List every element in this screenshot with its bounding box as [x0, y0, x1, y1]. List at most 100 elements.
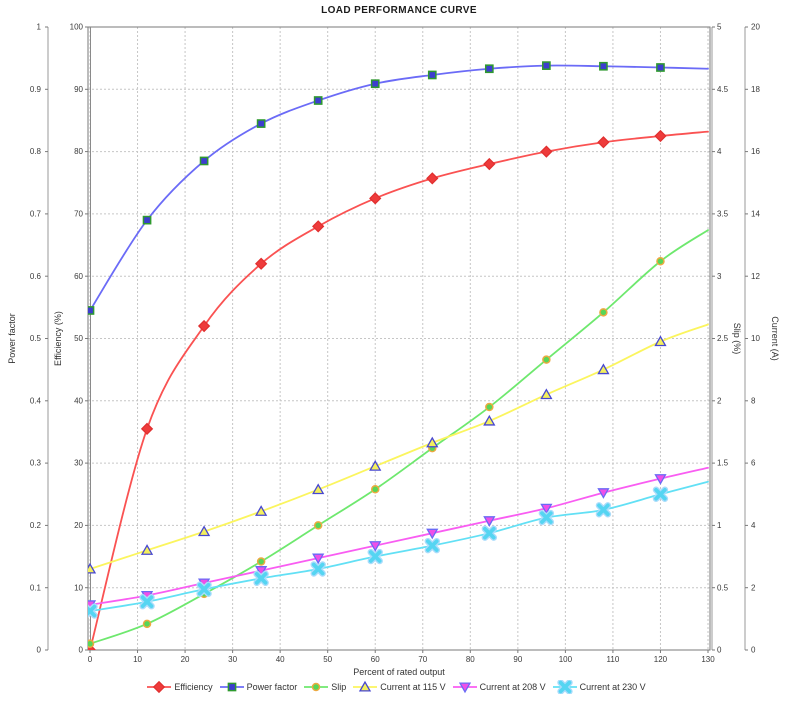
diamond-legend-icon — [147, 680, 172, 694]
series-line-current-at-230-v — [89, 480, 709, 612]
legend-item-current-at-115-v: Current at 115 V — [353, 680, 446, 694]
tick-label: 8 — [751, 396, 756, 405]
legend-item-current-at-230-v: Current at 230 V — [552, 680, 646, 694]
tick-label: 0.7 — [30, 210, 42, 219]
series-current-at-115-v — [88, 323, 709, 574]
tick-label: 90 — [74, 85, 83, 94]
tick-label: 0.3 — [30, 459, 42, 468]
tick-label: 0.5 — [717, 583, 729, 592]
tick-label: 0.8 — [30, 147, 42, 156]
tick-label: 10 — [133, 655, 142, 664]
tick-label: 20 — [751, 23, 760, 32]
legend-item-efficiency: Efficiency — [147, 680, 213, 694]
series-line-power-factor — [89, 64, 709, 312]
tick-label: 50 — [74, 334, 83, 343]
tick-label: 0 — [717, 646, 722, 655]
tick-label: 12 — [751, 272, 760, 281]
tick-label: 0 — [751, 646, 756, 655]
legend-label: Efficiency — [174, 682, 213, 692]
tick-label: 60 — [74, 272, 83, 281]
circle-legend-icon — [304, 682, 329, 692]
tick-label: 6 — [751, 459, 756, 468]
legend-label: Current at 115 V — [380, 682, 446, 692]
tick-label: 0 — [79, 646, 84, 655]
tick-label: 0.9 — [30, 85, 42, 94]
tick-label: 0.4 — [30, 396, 42, 405]
tick-label: 0 — [88, 655, 93, 664]
x-cross-legend-icon — [552, 680, 577, 694]
tick-label: 10 — [751, 334, 760, 343]
tick-label: 70 — [418, 655, 427, 664]
tick-label: 2 — [717, 396, 722, 405]
series-efficiency — [88, 129, 709, 650]
x-axis: 0 10 20 30 40 50 60 70 80 90 100 110 120 130 Percent o… — [88, 650, 715, 677]
tick-label: 80 — [466, 655, 475, 664]
series-line-slip — [89, 229, 709, 645]
series-layer — [88, 61, 709, 650]
tick-label: 16 — [751, 147, 760, 156]
gridlines — [88, 26, 710, 651]
legend-item-current-at-208-v: Current at 208 V — [452, 680, 546, 694]
legend-label: Slip — [331, 682, 347, 692]
tick-label: 130 — [701, 655, 715, 664]
series-current-at-230-v — [88, 480, 709, 619]
tick-label: 1 — [37, 23, 42, 32]
series-line-current-at-208-v — [89, 466, 709, 606]
axis-power-factor: 0 0.1 0.2 0.3 0.4 0.5 0.6 0.7 0.8 0.9 1 Power facto… — [7, 23, 49, 655]
tick-label: 100 — [559, 655, 573, 664]
square-legend-icon — [219, 682, 244, 692]
tick-label: 4 — [717, 147, 722, 156]
tick-label: 100 — [70, 23, 84, 32]
chart-legend: Efficiency Power factor Slip Current at 115… — [0, 680, 793, 694]
axis-efficiency: 0 10 20 30 40 50 60 70 80 90 100 Efficiency (%) — [53, 23, 88, 655]
y-axes: 0 0.1 0.2 0.3 0.4 0.5 0.6 0.7 0.8 0.9 1 Power facto… — [7, 23, 780, 655]
legend-label: Power factor — [246, 682, 298, 692]
series-power-factor — [88, 61, 709, 315]
tick-label: 50 — [323, 655, 332, 664]
legend-item-power-factor: Power factor — [219, 680, 298, 694]
tick-label: 0 — [37, 646, 42, 655]
axis-title-efficiency: Efficiency (%) — [53, 311, 63, 366]
tick-label: 70 — [74, 210, 83, 219]
x-axis-title: Percent of rated output — [353, 667, 445, 677]
legend-item-slip: Slip — [304, 680, 346, 694]
tick-label: 80 — [74, 147, 83, 156]
series-current-at-208-v — [88, 466, 709, 612]
tick-label: 1 — [717, 521, 722, 530]
tick-label: 120 — [654, 655, 668, 664]
tick-label: 60 — [371, 655, 380, 664]
tick-label: 0.1 — [30, 583, 42, 592]
tick-label: 40 — [276, 655, 285, 664]
tick-label: 14 — [751, 210, 760, 219]
tick-label: 0.6 — [30, 272, 42, 281]
tick-label: 2 — [751, 583, 756, 592]
legend-label: Current at 208 V — [479, 682, 546, 692]
axis-slip: 0 0.5 1 1.5 2 2.5 3 3.5 4 4.5 5 Slip (%) — [711, 23, 742, 655]
tick-label: 10 — [74, 583, 83, 592]
series-line-current-at-115-v — [89, 323, 709, 570]
tick-label: 18 — [751, 85, 760, 94]
tick-label: 1.5 — [717, 459, 729, 468]
tick-label: 5 — [717, 23, 722, 32]
axis-current: 0 2 4 6 8 10 12 14 16 18 20 Current (A) — [744, 23, 780, 655]
series-line-efficiency — [89, 130, 709, 650]
chart-title: LOAD PERFORMANCE CURVE — [321, 5, 477, 16]
triangle-down-legend-icon — [452, 682, 477, 694]
tick-label: 3 — [717, 272, 722, 281]
tick-label: 3.5 — [717, 210, 729, 219]
tick-label: 30 — [228, 655, 237, 664]
tick-label: 2.5 — [717, 334, 729, 343]
tick-label: 40 — [74, 396, 83, 405]
tick-label: 20 — [74, 521, 83, 530]
tick-label: 20 — [181, 655, 190, 664]
legend-label: Current at 230 V — [579, 682, 646, 692]
tick-label: 110 — [607, 655, 620, 664]
tick-label: 4.5 — [717, 85, 729, 94]
axis-title-slip: Slip (%) — [732, 323, 742, 355]
axis-title-power-factor: Power factor — [7, 313, 17, 364]
tick-label: 0.5 — [30, 334, 42, 343]
tick-label: 30 — [74, 459, 83, 468]
triangle-up-legend-icon — [353, 680, 378, 692]
